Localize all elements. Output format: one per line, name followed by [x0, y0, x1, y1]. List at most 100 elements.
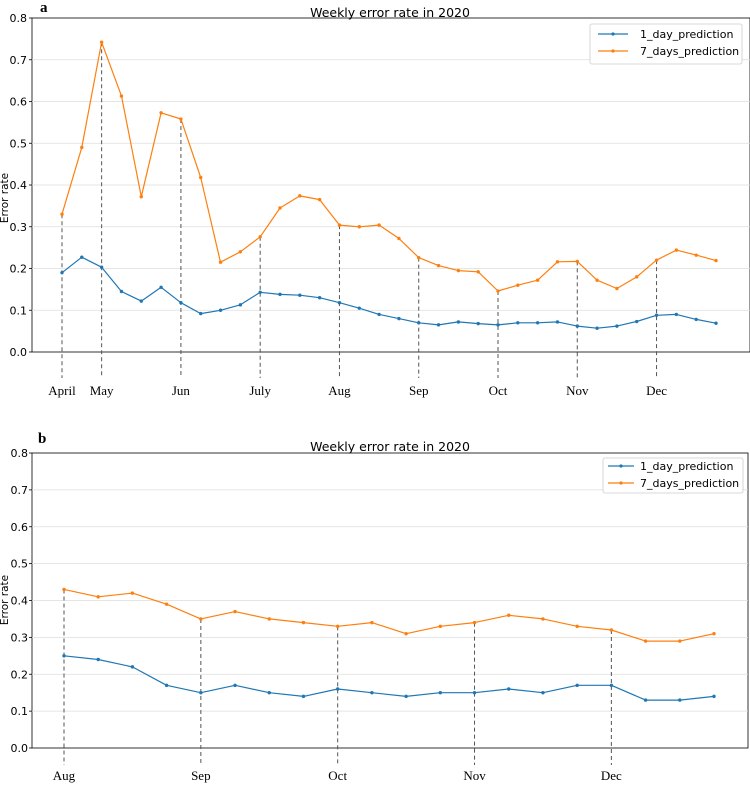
y-tick-label: 0.2 [10, 263, 28, 276]
y-ticks-a: 0.0 0.1 0.2 0.3 0.4 0.5 0.6 0.7 0.8 [10, 12, 32, 359]
month-label: Dec [646, 383, 667, 398]
legend-marker-1day-b [619, 464, 623, 468]
data-point-1_day_prediction [438, 690, 443, 695]
grid-a [32, 59, 750, 311]
month-label: April [48, 383, 76, 398]
data-point-7_days_prediction [62, 587, 66, 592]
data-point-7_days_prediction [130, 591, 135, 595]
legend-frame-b [602, 457, 744, 494]
data-point-7_days_prediction [335, 624, 340, 629]
data-point-1_day_prediction [139, 299, 143, 303]
data-point-1_day_prediction [575, 324, 579, 328]
data-point-1_day_prediction [199, 311, 203, 316]
y-axis-label-b: Error rate [0, 575, 11, 625]
data-point-1_day_prediction [397, 316, 401, 321]
data-point-1_day_prediction [635, 319, 639, 324]
data-point-7_days_prediction [370, 620, 374, 625]
y-ticks-b: 0.0 0.1 0.2 0.3 0.4 0.5 0.6 0.7 0.8 [11, 447, 32, 755]
data-point-1_day_prediction [119, 289, 124, 294]
y-tick-label: 0.7 [11, 484, 29, 497]
panel-label-b: b [38, 431, 46, 447]
y-tick-label: 0.3 [10, 221, 28, 234]
data-point-7_days_prediction [417, 255, 421, 260]
data-point-7_days_prediction [643, 639, 648, 643]
data-point-1_day_prediction [80, 255, 84, 259]
chart-title-b: Weekly error rate in 2020 [310, 439, 470, 454]
data-point-7_days_prediction [99, 40, 104, 44]
data-point-7_days_prediction [712, 631, 716, 636]
month-label: Jun [172, 383, 191, 398]
legend-a: 1_day_prediction 7_days_prediction [589, 23, 743, 65]
data-point-7_days_prediction [357, 225, 361, 229]
data-point-7_days_prediction [258, 235, 262, 239]
data-point-7_days_prediction [496, 289, 500, 293]
data-point-7_days_prediction [438, 624, 443, 629]
month-label: Aug [53, 768, 76, 783]
data-point-1_day_prediction [714, 321, 718, 325]
data-point-7_days_prediction [456, 268, 461, 273]
chart-panel-b: b Weekly error rate in 2020 0.0 0.1 0.2 0.3… [0, 431, 749, 783]
y-tick-label: 0.0 [11, 742, 29, 755]
y-tick-label: 0.1 [10, 304, 28, 317]
data-point-7_days_prediction [60, 212, 64, 216]
data-point-7_days_prediction [535, 278, 540, 282]
data-point-1_day_prediction [674, 312, 679, 317]
data-point-7_days_prediction [595, 278, 599, 282]
data-point-1_day_prediction [60, 270, 64, 275]
data-point-7_days_prediction [476, 270, 480, 274]
data-point-7_days_prediction [119, 94, 124, 98]
data-point-7_days_prediction [337, 223, 342, 227]
month-label: Aug [328, 383, 351, 398]
data-point-1_day_prediction [694, 317, 698, 322]
series-line-7_days_prediction [63, 588, 715, 642]
data-point-1_day_prediction [258, 290, 262, 294]
chart-panel-a: a Weekly error rate in 2020 0.0 0.1 0.2 0.3… [0, 0, 750, 398]
month-label: July [249, 383, 271, 398]
y-tick-label: 0.6 [10, 96, 28, 109]
data-point-7_days_prediction [218, 260, 223, 264]
data-point-1_day_prediction [404, 694, 408, 699]
month-markers-a: April May Jun July Aug Sep Oct Nov Dec [48, 42, 667, 398]
data-point-7_days_prediction [436, 263, 441, 268]
data-point-7_days_prediction [278, 206, 282, 210]
month-label: Oct [328, 768, 347, 783]
data-point-1_day_prediction [199, 690, 203, 695]
data-point-7_days_prediction [80, 145, 84, 150]
data-point-7_days_prediction [397, 236, 401, 241]
y-tick-label: 0.4 [11, 595, 29, 608]
data-point-7_days_prediction [472, 620, 477, 625]
data-point-7_days_prediction [609, 628, 614, 632]
grid-b [32, 489, 748, 712]
data-point-1_day_prediction [595, 326, 599, 330]
data-point-1_day_prediction [317, 296, 322, 300]
data-point-1_day_prediction [278, 292, 282, 297]
chart-title-a: Weekly error rate in 2020 [310, 5, 470, 20]
data-point-1_day_prediction [96, 657, 100, 662]
series-line-1_day_prediction [63, 655, 715, 701]
data-point-7_days_prediction [575, 624, 579, 629]
month-label: Nov [566, 383, 589, 398]
data-point-7_days_prediction [404, 631, 408, 636]
data-point-1_day_prediction [472, 690, 477, 695]
month-label: Nov [463, 768, 486, 783]
data-point-1_day_prediction [541, 690, 545, 695]
legend-entry-1day-a: 1_day_prediction [640, 28, 733, 41]
legend-marker-7days-a [611, 49, 615, 53]
data-point-1_day_prediction [337, 301, 342, 305]
y-tick-label: 0.3 [11, 631, 29, 644]
series-line-7_days_prediction [61, 41, 717, 292]
month-label: Dec [601, 768, 622, 783]
data-point-1_day_prediction [99, 265, 104, 269]
data-point-1_day_prediction [335, 687, 340, 691]
series-line-1_day_prediction [61, 256, 717, 329]
series-b [62, 587, 716, 702]
data-point-7_days_prediction [267, 617, 271, 621]
y-tick-label: 0.8 [11, 447, 29, 460]
y-tick-label: 0.7 [10, 54, 28, 67]
data-point-1_day_prediction [643, 698, 648, 702]
y-tick-label: 0.0 [10, 346, 28, 359]
data-point-1_day_prediction [298, 293, 302, 297]
data-point-1_day_prediction [130, 665, 135, 669]
data-point-7_days_prediction [317, 197, 322, 202]
